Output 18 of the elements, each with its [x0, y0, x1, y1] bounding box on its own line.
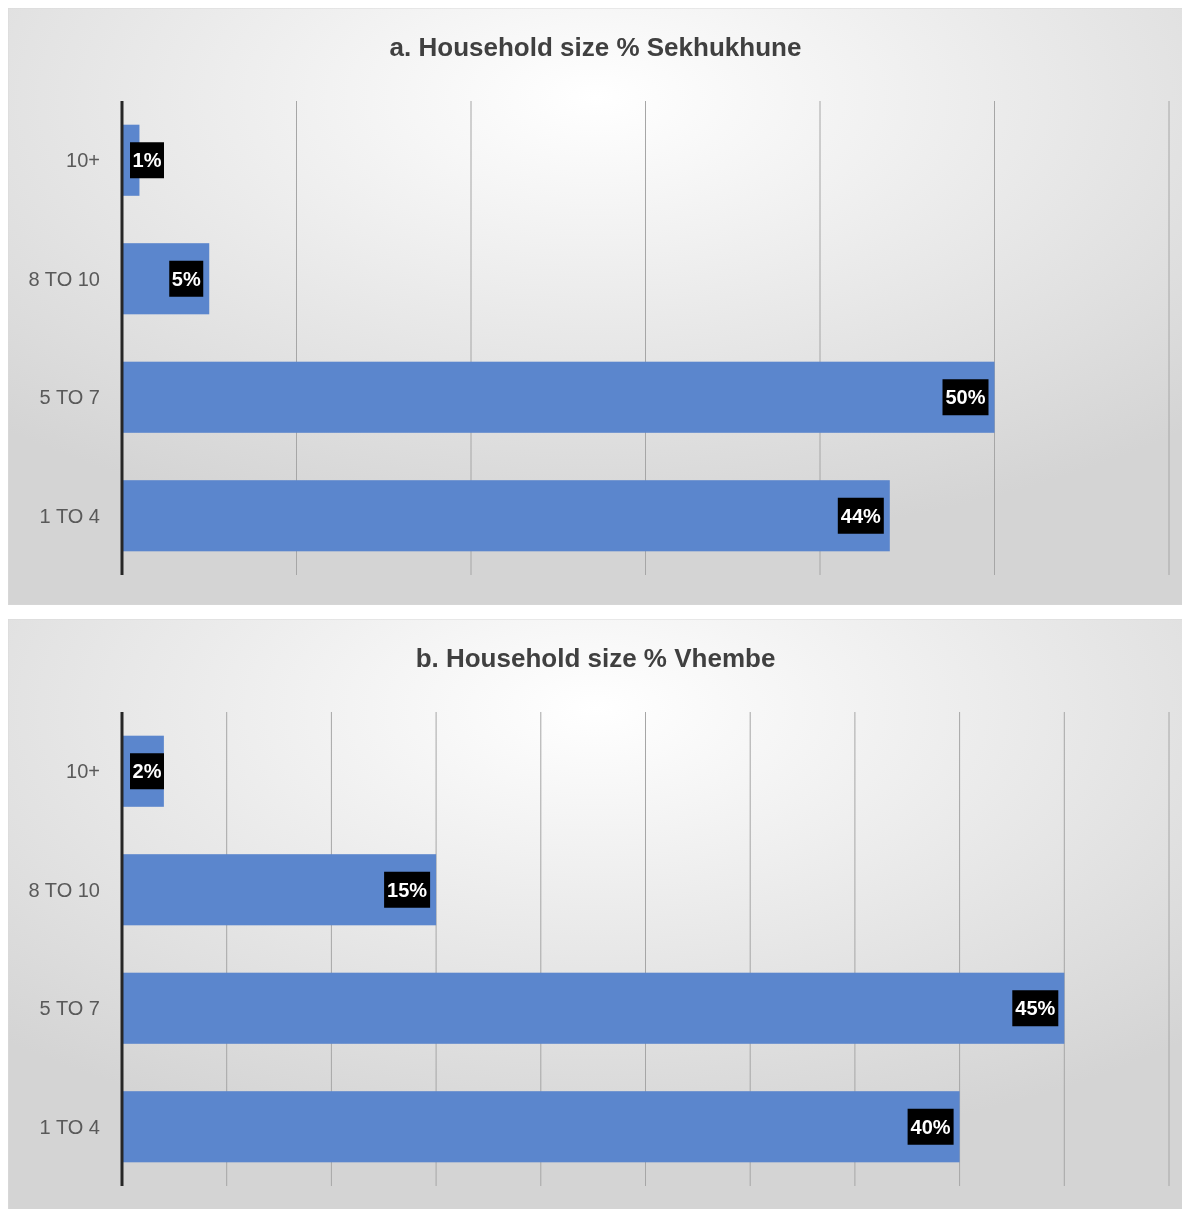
- y-tick-label: 8 TO 10: [28, 878, 100, 901]
- y-tick-label: 8 TO 10: [28, 267, 100, 290]
- data-label: 15%: [387, 878, 428, 901]
- chart-title: b. Household size % Vhembe: [415, 643, 776, 673]
- y-tick-label: 10+: [66, 149, 100, 172]
- data-label: 40%: [910, 1115, 951, 1138]
- data-label: 5%: [171, 267, 201, 290]
- y-tick-label: 1 TO 4: [39, 1115, 100, 1138]
- data-label: 45%: [1015, 997, 1056, 1020]
- y-tick-label: 10+: [66, 760, 100, 783]
- y-tick-label: 5 TO 7: [39, 386, 100, 409]
- y-tick-label: 1 TO 4: [39, 504, 100, 527]
- data-label: 1%: [132, 149, 162, 172]
- data-label: 2%: [132, 760, 162, 783]
- data-label: 50%: [945, 386, 986, 409]
- chart-title: a. Household size % Sekhukhune: [389, 32, 802, 62]
- y-tick-label: 5 TO 7: [39, 997, 100, 1020]
- data-label: 44%: [840, 504, 882, 527]
